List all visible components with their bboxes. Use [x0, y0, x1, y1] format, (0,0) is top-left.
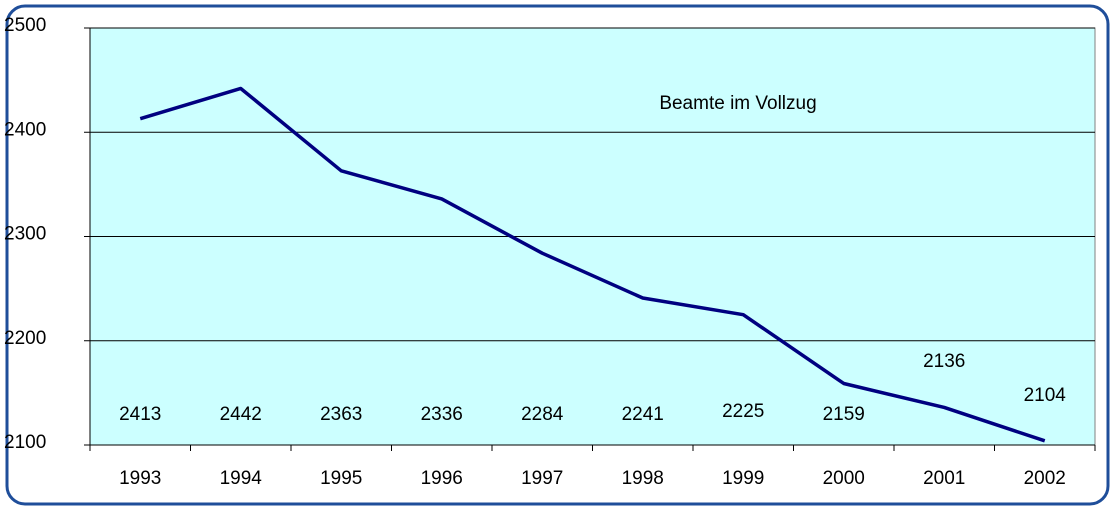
data-line	[139, 86, 1046, 443]
x-tick-label: 2001	[923, 468, 965, 489]
data-label: 2363	[320, 404, 362, 425]
grid	[84, 27, 1096, 451]
x-tick-label: 1999	[722, 468, 764, 489]
data-label: 2284	[521, 404, 564, 425]
marks	[139, 86, 1046, 443]
y-tick-label: 2300	[4, 224, 46, 245]
x-tick-label: 1994	[220, 468, 263, 489]
y-tick-label: 2400	[4, 119, 46, 140]
data-label: 2413	[119, 404, 161, 425]
data-label: 2442	[220, 404, 262, 425]
y-tick-label: 2500	[4, 15, 46, 36]
x-tick-label: 1997	[521, 468, 563, 489]
data-label: 2159	[823, 404, 865, 425]
y-tick-label: 2200	[4, 328, 46, 349]
x-tick-label: 1993	[119, 468, 161, 489]
data-label: 2241	[622, 404, 664, 425]
x-tick-label: 2000	[823, 468, 865, 489]
x-tick-label: 2002	[1024, 468, 1066, 489]
data-label: 2336	[421, 404, 463, 425]
data-label: 2225	[722, 401, 764, 422]
legend-label: Beamte im Vollzug	[659, 93, 816, 114]
x-tick-label: 1996	[421, 468, 463, 489]
x-tick-label: 1995	[320, 468, 362, 489]
x-tick-label: 1998	[622, 468, 664, 489]
y-tick-label: 2100	[4, 432, 46, 453]
data-label: 2136	[923, 351, 965, 372]
data-label: 2104	[1024, 385, 1067, 406]
